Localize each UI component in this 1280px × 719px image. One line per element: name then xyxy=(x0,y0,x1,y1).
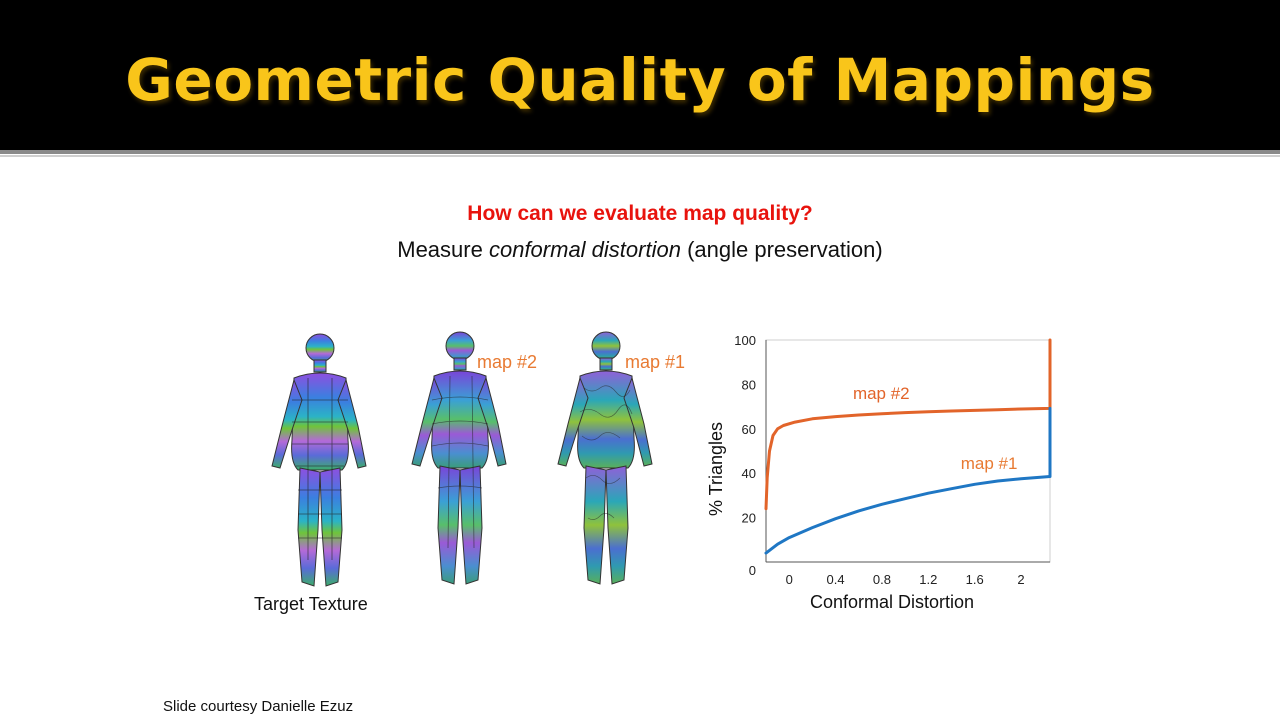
y-tick-label: 80 xyxy=(742,377,756,392)
x-tick-label: 1.2 xyxy=(919,572,937,587)
y-tick-label: 20 xyxy=(742,511,756,526)
x-tick-label: 0.4 xyxy=(827,572,845,587)
target-texture-figure xyxy=(271,333,367,587)
title-divider-thin xyxy=(0,155,1280,157)
question-text: How can we evaluate map quality? xyxy=(467,202,813,225)
chart-series xyxy=(764,338,1052,555)
figure-label-map1: map #1 xyxy=(625,352,686,372)
distortion-chart: 0 20 40 60 80 100 0 0.4 0.8 1.2 1.6 2 Conformal Dist… xyxy=(706,333,1052,612)
y-axis-label: % Triangles xyxy=(706,422,726,516)
x-tick-label: 1.6 xyxy=(966,572,984,587)
figure-caption: Target Texture xyxy=(254,594,368,614)
subtitle-emphasis: conformal distortion xyxy=(488,237,681,262)
title-divider xyxy=(0,150,1280,154)
series-line-map1 xyxy=(764,406,1052,555)
subtitle-text: Measure conformal distortion (angle pres… xyxy=(0,237,1280,263)
x-tick-label: 2 xyxy=(1017,572,1024,587)
map1-figure xyxy=(557,331,653,585)
map2-figure xyxy=(411,331,507,585)
series-line-map2 xyxy=(764,338,1052,511)
human-figures-illustration xyxy=(271,331,653,587)
y-tick-label: 40 xyxy=(742,466,756,481)
subtitle-pre: Measure xyxy=(397,237,489,262)
chart-annotation: map #2 xyxy=(853,384,910,403)
chart-axes: 0 20 40 60 80 100 0 0.4 0.8 1.2 1.6 2 Conformal Dist… xyxy=(706,333,1051,612)
y-tick-label: 60 xyxy=(742,422,756,437)
y-tick-label: 0 xyxy=(749,563,756,578)
x-tick-label: 0 xyxy=(786,572,793,587)
slide-title: Geometric Quality of Mappings xyxy=(125,46,1155,114)
subtitle-post: (angle preservation) xyxy=(680,237,883,262)
chart-annotation: map #1 xyxy=(961,454,1018,473)
x-axis-label: Conformal Distortion xyxy=(810,592,974,612)
y-tick-label: 100 xyxy=(734,333,756,348)
x-tick-label: 0.8 xyxy=(873,572,891,587)
title-bar: Geometric Quality of Mappings xyxy=(0,0,1280,150)
chart-labels: map #2 map #1 xyxy=(853,384,1018,473)
footer-credit: Slide courtesy Danielle Ezuz xyxy=(163,698,354,715)
figure-label-map2: map #2 xyxy=(477,352,538,372)
